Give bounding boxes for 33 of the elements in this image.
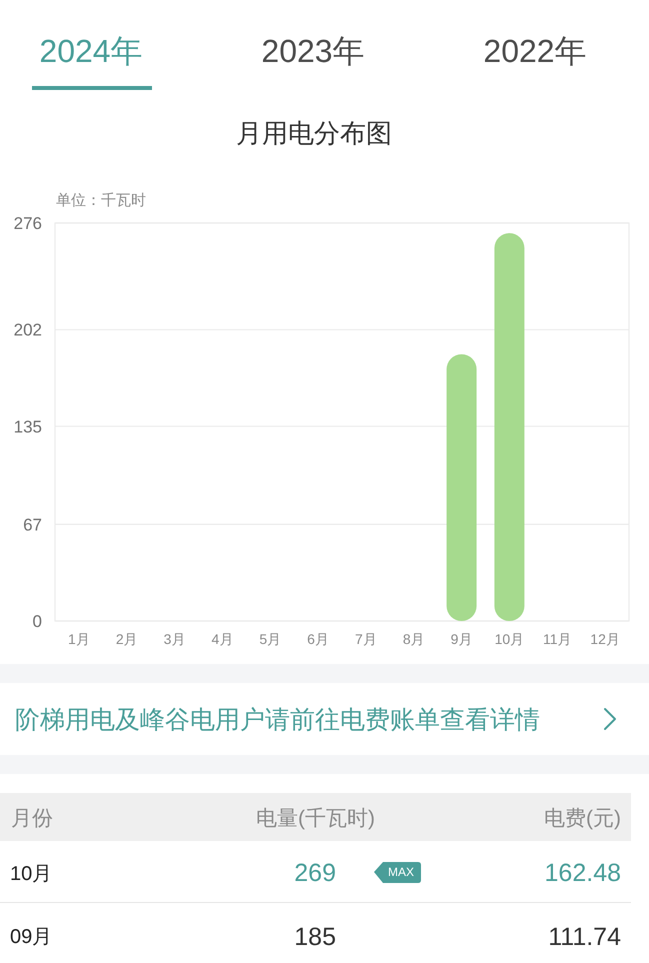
y-tick: 202	[14, 320, 42, 340]
annotation: 阶梯用电及峰谷电用户请前往电费账单查看详情	[15, 706, 540, 734]
y-tick: 135	[14, 417, 42, 436]
y-axis-title: 单位：千瓦时	[56, 192, 146, 209]
x-tick: 12月	[590, 631, 620, 647]
x-tick: 5月	[259, 631, 282, 647]
x-tick: 2月	[116, 631, 138, 647]
x-tick: 8月	[402, 631, 425, 647]
annotation: MAX	[388, 865, 414, 879]
y-tick: 67	[23, 515, 42, 534]
annotation: 269	[294, 859, 336, 887]
x-tick: 10月	[494, 631, 524, 647]
annotation: 111.74	[548, 923, 621, 951]
annotation: 电量(千瓦时)	[256, 807, 375, 830]
x-tick: 9月	[450, 631, 472, 647]
annotation: 09月	[10, 926, 52, 948]
y-tick: 0	[32, 612, 42, 631]
x-tick: 3月	[164, 631, 186, 647]
annotation: 185	[294, 923, 336, 951]
x-tick: 7月	[355, 631, 377, 647]
title: 月用电分布图	[236, 118, 392, 148]
y-tick: 276	[14, 214, 42, 233]
x-tick: 6月	[307, 631, 329, 647]
annotation: 月份	[11, 807, 53, 830]
x-tick: 1月	[68, 631, 90, 647]
annotation: 2024年	[39, 33, 143, 69]
annotation: 2022年	[483, 33, 587, 69]
x-tick: 11月	[542, 631, 572, 647]
x-tick: 4月	[212, 631, 234, 647]
annotation: 2023年	[261, 33, 365, 69]
annotation: 162.48	[544, 859, 621, 887]
annotation: 电费(元)	[544, 807, 621, 830]
annotation: 10月	[10, 863, 52, 885]
